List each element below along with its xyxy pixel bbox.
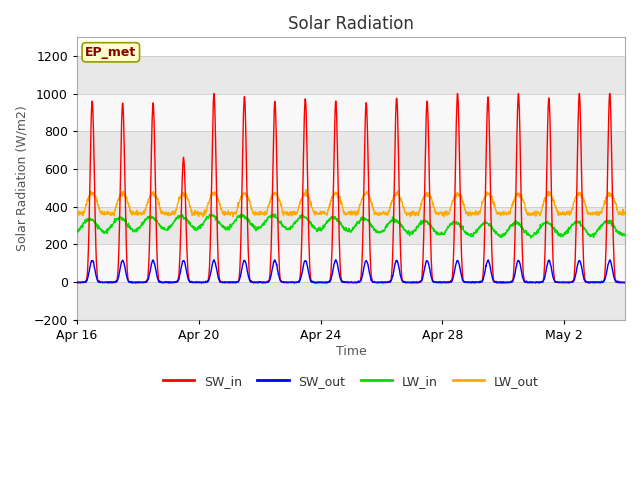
Bar	[77, 56, 625, 94]
Legend: SW_in, SW_out, LW_in, LW_out: SW_in, SW_out, LW_in, LW_out	[158, 370, 544, 393]
Title: Solar Radiation: Solar Radiation	[288, 15, 414, 33]
X-axis label: Time: Time	[335, 345, 366, 358]
Bar	[77, 132, 625, 169]
Bar	[77, 282, 625, 320]
Y-axis label: Solar Radiation (W/m2): Solar Radiation (W/m2)	[15, 106, 28, 252]
Text: EP_met: EP_met	[85, 46, 136, 59]
Bar	[77, 169, 625, 207]
Bar	[77, 244, 625, 282]
Bar	[77, 207, 625, 244]
Bar	[77, 94, 625, 132]
